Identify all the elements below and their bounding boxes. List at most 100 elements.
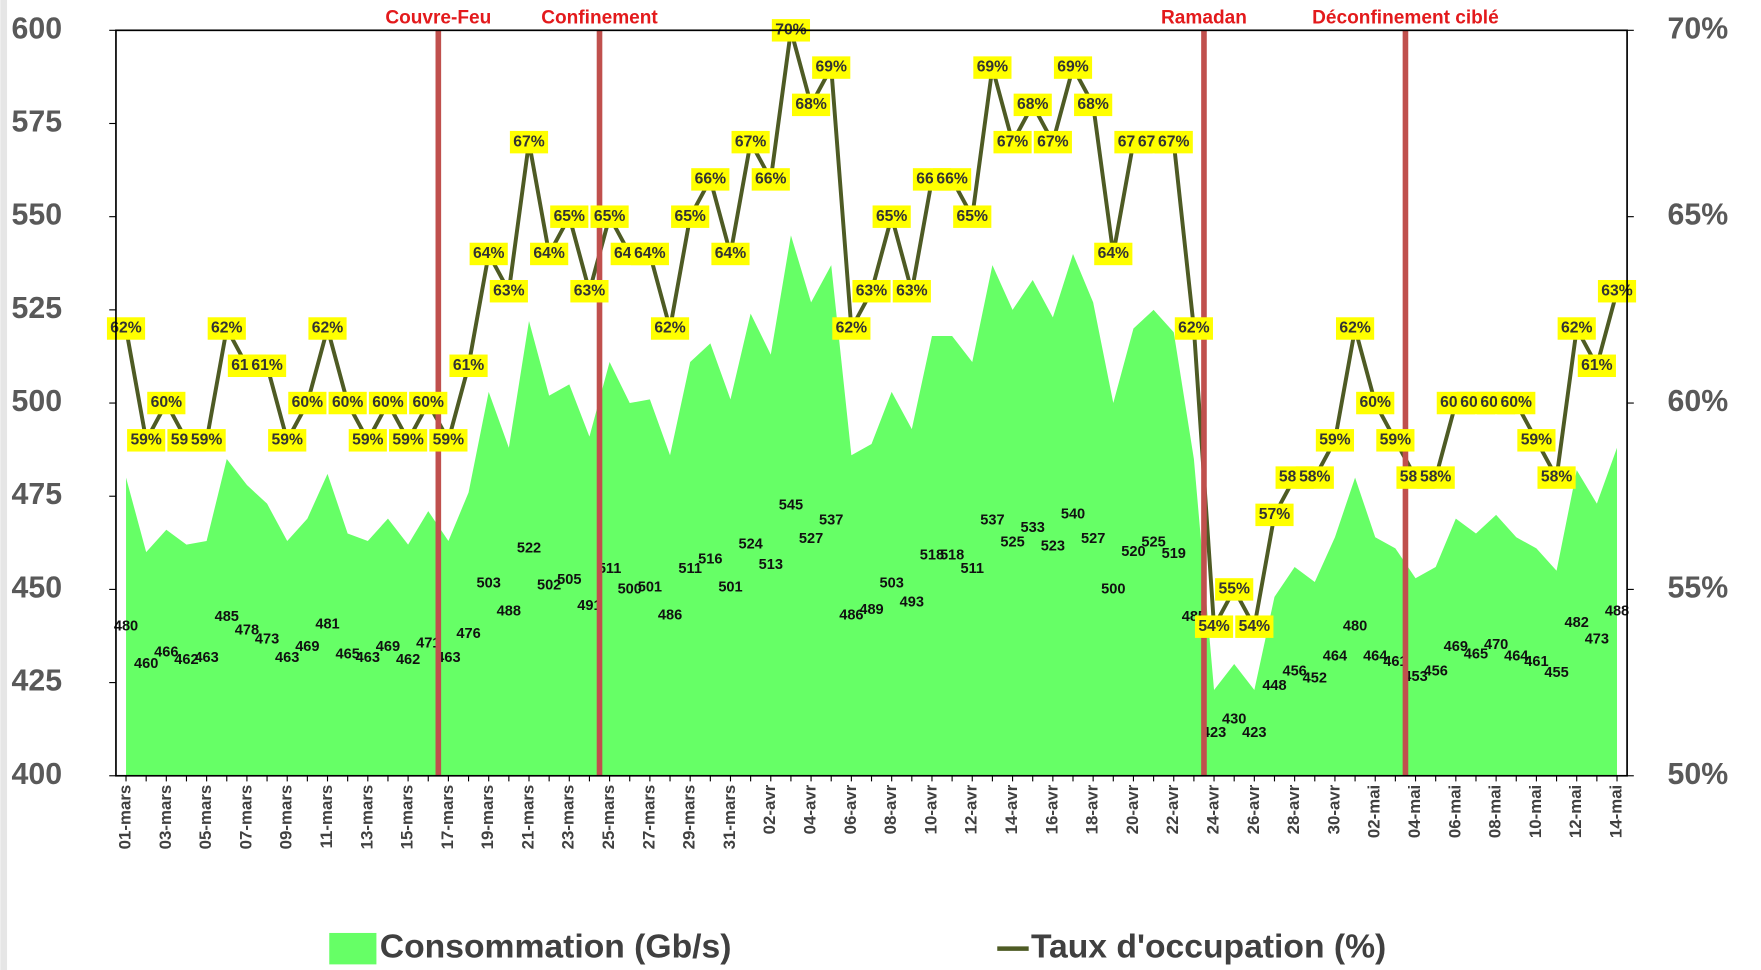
x-tick-label: 02-avr (760, 784, 779, 834)
data-label-box (691, 168, 730, 191)
x-tick-label: 25-mars (599, 785, 618, 850)
data-label: 501 (718, 579, 742, 595)
data-label: 66% (933, 168, 972, 191)
data-label-text: 59% (352, 431, 383, 448)
data-label: 537 (819, 512, 843, 528)
data-label-text: 67% (513, 133, 544, 150)
data-label-box (1497, 391, 1536, 415)
data-label: 524 (738, 537, 763, 553)
data-label: 525 (1000, 535, 1024, 551)
data-label: 486 (839, 607, 863, 623)
data-label: 462 (396, 652, 420, 668)
data-label-box (892, 279, 931, 303)
data-label-text: 60% (1501, 394, 1532, 411)
x-tick-label: 23-mars (559, 785, 578, 850)
data-label-box (368, 391, 408, 415)
x-tick-label: 08-mai (1486, 785, 1505, 838)
data-label: 518 (920, 548, 944, 564)
data-label: 60% (1356, 391, 1395, 415)
x-tick-label: 04-avr (801, 784, 820, 834)
data-label-text: 59% (392, 431, 423, 448)
data-label: 469 (1444, 639, 1468, 655)
x-tick-label: 13-mars (357, 785, 376, 850)
data-label: 60% (147, 391, 186, 415)
x-tick-label: 14-mai (1606, 785, 1625, 838)
data-label-text: 63% (574, 282, 605, 299)
data-label: 62% (308, 317, 347, 340)
data-label-box (1376, 429, 1415, 452)
data-label: 430 (1222, 712, 1246, 728)
data-label: 59% (187, 429, 226, 452)
data-label: 63% (489, 279, 528, 303)
data-label-text: 54% (1239, 618, 1270, 635)
data-label: 61% (449, 354, 488, 377)
x-tick-label: 17-mars (438, 785, 457, 850)
data-label-box (550, 205, 589, 228)
data-label-box (1255, 503, 1294, 527)
data-label-box (187, 429, 226, 452)
data-label-text: 58% (1299, 469, 1330, 486)
data-label: 473 (255, 632, 279, 648)
x-tick-label: 08-avr (881, 784, 900, 834)
data-label: 58% (1295, 466, 1334, 489)
x-tick-label: 01-mars (115, 785, 134, 850)
data-label: 513 (759, 557, 783, 573)
data-label-box (1517, 429, 1556, 452)
data-label-box (1053, 56, 1093, 79)
data-label: 488 (1605, 604, 1629, 620)
data-label: 60% (368, 391, 408, 415)
event-label: Déconfinement ciblé (1312, 8, 1499, 29)
data-label: 67% (509, 130, 549, 154)
event-label: Confinement (541, 8, 658, 29)
data-label-box (1356, 391, 1395, 415)
data-label-box (449, 354, 488, 377)
data-label: 502 (537, 578, 561, 594)
data-label-text: 57% (1259, 506, 1290, 523)
data-label: 62% (1557, 317, 1596, 340)
data-label: 516 (698, 551, 722, 567)
data-label-text: 62% (312, 320, 343, 337)
data-label: 470 (1484, 637, 1508, 653)
data-label-text: 61% (251, 357, 282, 374)
y-tick-label: 600 (12, 12, 63, 45)
x-tick-label: 06-mai (1445, 785, 1464, 838)
data-label: 480 (1343, 619, 1367, 635)
data-label: 59% (1315, 429, 1355, 452)
data-label: 55% (1215, 578, 1254, 601)
data-label-box (1315, 429, 1355, 452)
data-label: 62% (650, 317, 690, 340)
data-label: 54% (1194, 615, 1234, 638)
data-label: 62% (1174, 317, 1213, 340)
data-label-box (1033, 130, 1072, 154)
data-label-text: 54% (1198, 618, 1229, 635)
data-label: 533 (1021, 520, 1045, 536)
data-label: 471 (416, 635, 440, 651)
event-label: Couvre-Feu (385, 8, 491, 29)
data-label-text: 68% (1017, 96, 1048, 113)
data-label-box (1013, 93, 1052, 117)
data-label: 456 (1282, 663, 1306, 679)
data-label-text: 69% (1057, 59, 1088, 76)
data-label: 466 (154, 645, 178, 661)
data-label: 540 (1061, 507, 1085, 523)
data-label-text: 63% (856, 282, 887, 299)
data-label-text: 62% (836, 320, 867, 337)
data-label: 511 (598, 561, 622, 577)
data-label-text: 67% (1037, 133, 1068, 150)
data-label: 527 (1081, 531, 1105, 547)
data-label-text: 67% (997, 133, 1028, 150)
data-label-box (993, 130, 1032, 154)
data-label: 69% (812, 56, 851, 79)
data-label-box (671, 205, 710, 228)
data-label: 63% (1597, 279, 1637, 303)
data-label-box (1537, 466, 1576, 489)
data-label-text: 65% (957, 208, 988, 225)
data-label-text: 60% (413, 394, 444, 411)
data-label: 481 (315, 617, 339, 633)
data-label-box (530, 242, 569, 266)
data-label: 65% (550, 205, 589, 228)
data-label-box (973, 56, 1012, 79)
y-tick-label: 450 (12, 571, 63, 604)
data-label: 69% (973, 56, 1012, 79)
